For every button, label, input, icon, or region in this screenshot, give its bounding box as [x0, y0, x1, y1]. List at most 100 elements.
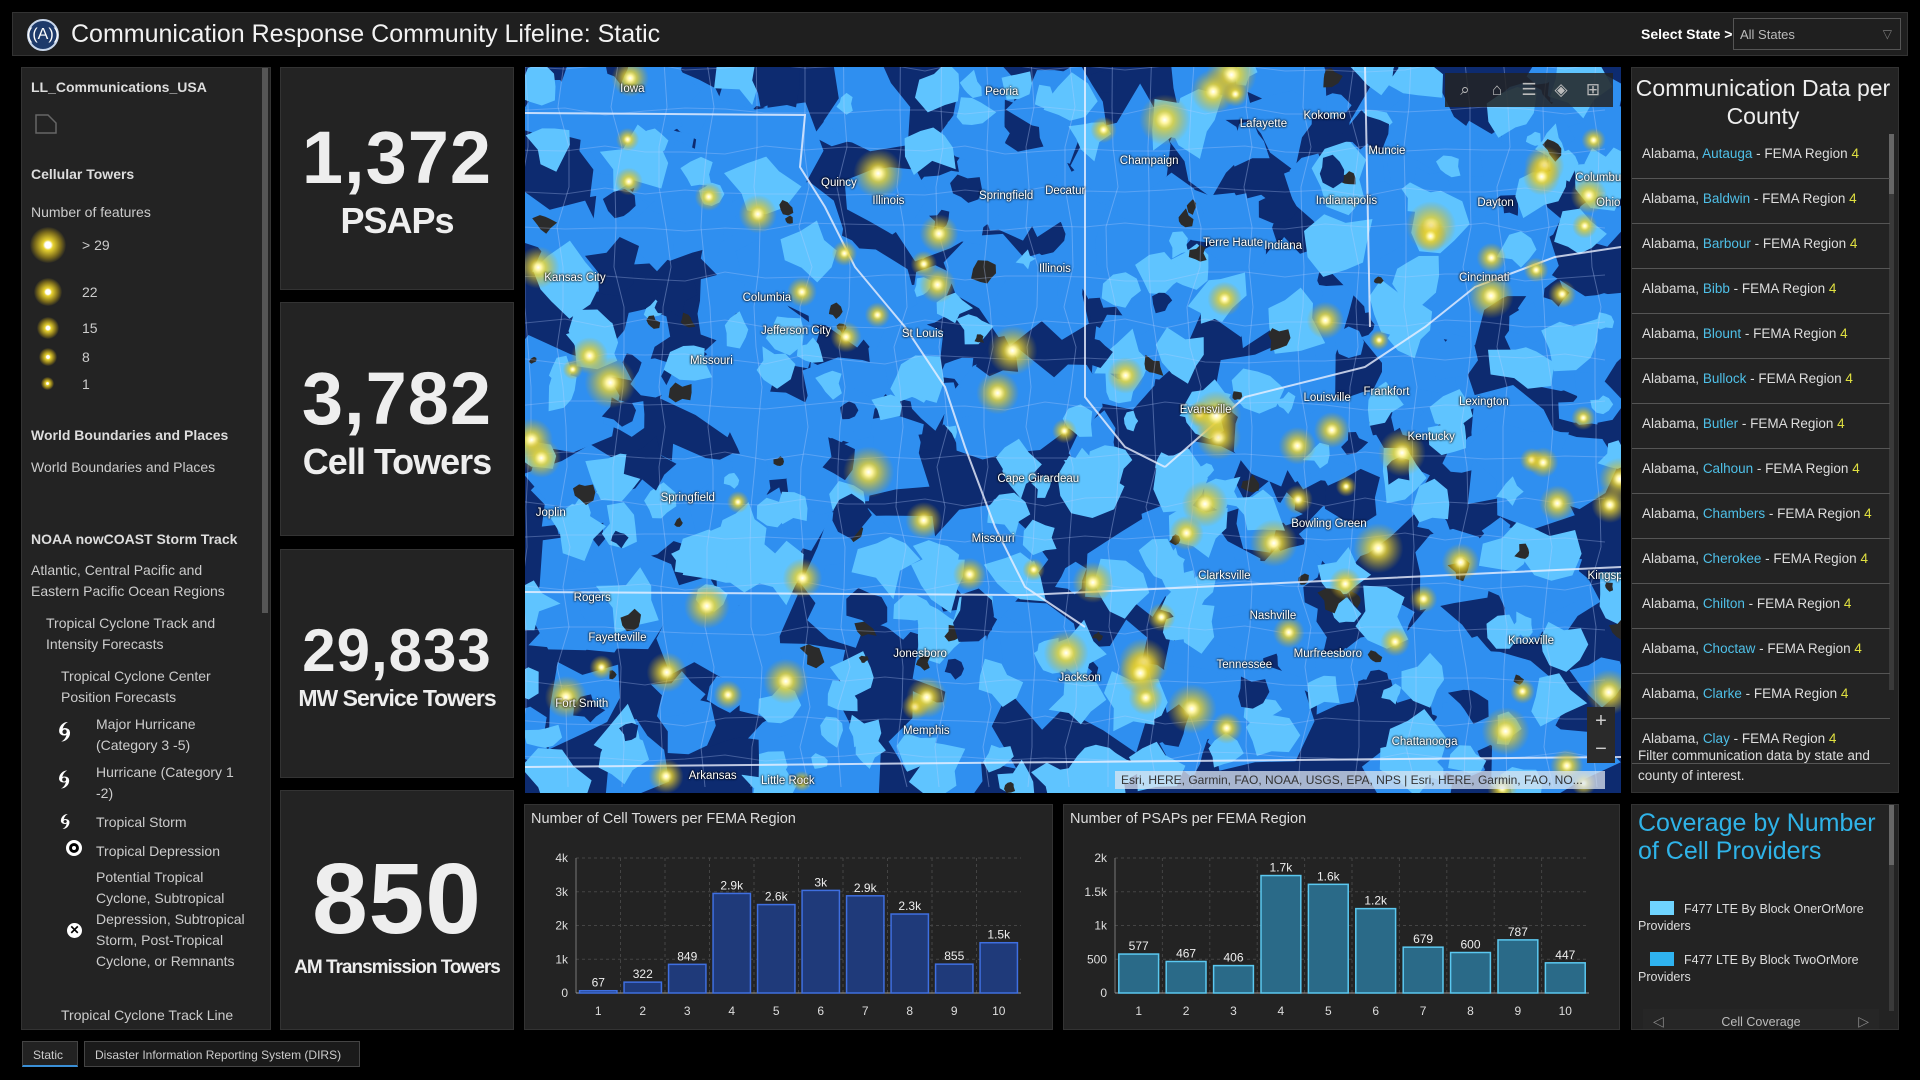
- tower-cluster[interactable]: [830, 321, 862, 353]
- tower-cluster[interactable]: [1510, 678, 1536, 704]
- tower-cluster[interactable]: [1181, 480, 1229, 528]
- tower-cluster[interactable]: [1329, 567, 1362, 601]
- map-view[interactable]: Iowa Peoria Lafayette Kokomo Muncie Champaign…: [525, 67, 1621, 793]
- tower-cluster[interactable]: [1107, 357, 1144, 394]
- tower-cluster[interactable]: [1313, 412, 1350, 449]
- county-list-item[interactable]: Alabama, Bullock - FEMA Region 4: [1632, 359, 1890, 404]
- tower-cluster[interactable]: [648, 758, 684, 793]
- tower-cluster[interactable]: [919, 214, 959, 254]
- tower-cluster[interactable]: [1378, 428, 1426, 477]
- county-list-item[interactable]: Alabama, Chilton - FEMA Region 4: [1632, 584, 1890, 629]
- tower-cluster[interactable]: [684, 583, 730, 629]
- tower-cluster[interactable]: [1207, 281, 1242, 317]
- tower-cluster[interactable]: [905, 501, 943, 539]
- tower-cluster[interactable]: [1441, 543, 1480, 582]
- bar[interactable]: [1449, 951, 1492, 994]
- county-list-item[interactable]: Alabama, Clarke - FEMA Region 4: [1632, 674, 1890, 719]
- tower-cluster[interactable]: [1409, 585, 1438, 613]
- tower-cluster[interactable]: [1147, 602, 1176, 632]
- coverage-scrollbar[interactable]: [1889, 805, 1894, 1011]
- tower-cluster[interactable]: [1571, 405, 1596, 430]
- county-list-scrollbar[interactable]: [1889, 134, 1894, 690]
- tower-cluster[interactable]: [1166, 684, 1217, 734]
- tower-cluster[interactable]: [1570, 177, 1608, 214]
- tower-cluster[interactable]: [1306, 301, 1345, 340]
- tower-cluster[interactable]: [1191, 390, 1242, 441]
- bar[interactable]: [979, 941, 1019, 994]
- tower-cluster[interactable]: [1335, 476, 1357, 497]
- tower-cluster[interactable]: [763, 658, 809, 704]
- tower-cluster[interactable]: [1283, 484, 1313, 515]
- tower-cluster[interactable]: [562, 359, 583, 380]
- bar[interactable]: [1260, 874, 1302, 994]
- tower-cluster[interactable]: [726, 490, 750, 514]
- tower-cluster[interactable]: [1139, 94, 1191, 146]
- tower-cluster[interactable]: [1043, 630, 1089, 676]
- chevron-right-icon[interactable]: ▷: [1858, 1013, 1869, 1029]
- chevron-left-icon[interactable]: ◁: [1653, 1013, 1664, 1029]
- county-list-item[interactable]: Alabama, Butler - FEMA Region 4: [1632, 404, 1890, 449]
- tower-cluster[interactable]: [1527, 447, 1559, 478]
- zoom-out-button[interactable]: −: [1595, 737, 1607, 760]
- tower-cluster[interactable]: [614, 167, 643, 196]
- bar[interactable]: [623, 981, 663, 994]
- tower-cluster[interactable]: [1222, 81, 1248, 107]
- tower-cluster[interactable]: [1272, 616, 1305, 649]
- tower-cluster[interactable]: [1022, 558, 1045, 581]
- bar[interactable]: [890, 913, 930, 994]
- tower-cluster[interactable]: [615, 127, 640, 152]
- county-list-item[interactable]: Alabama, Chambers - FEMA Region 4: [1632, 494, 1890, 539]
- bar[interactable]: [1307, 883, 1349, 994]
- tower-cluster[interactable]: [906, 676, 948, 719]
- map-canvas[interactable]: [525, 67, 1621, 793]
- home-icon[interactable]: ⌂: [1491, 80, 1503, 99]
- zoom-in-button[interactable]: +: [1595, 709, 1607, 732]
- tower-cluster[interactable]: [1468, 273, 1514, 319]
- bar[interactable]: [667, 963, 707, 994]
- county-list-item[interactable]: Alabama, Blount - FEMA Region 4: [1632, 314, 1890, 359]
- tower-cluster[interactable]: [694, 182, 723, 211]
- tower-cluster[interactable]: [1539, 485, 1576, 522]
- tower-cluster[interactable]: [1380, 627, 1410, 657]
- tab-static[interactable]: Static: [22, 1041, 78, 1067]
- tower-cluster[interactable]: [738, 194, 778, 234]
- tower-cluster[interactable]: [1278, 426, 1317, 465]
- tower-cluster[interactable]: [1353, 523, 1404, 574]
- county-list-item[interactable]: Alabama, Autauga - FEMA Region 4: [1632, 134, 1890, 179]
- tower-cluster[interactable]: [1090, 116, 1117, 143]
- tower-cluster[interactable]: [544, 675, 588, 719]
- tower-cluster[interactable]: [952, 557, 987, 592]
- tower-cluster[interactable]: [1591, 486, 1621, 524]
- layers-icon[interactable]: ◈: [1554, 80, 1568, 99]
- tower-cluster[interactable]: [1250, 519, 1298, 567]
- tower-cluster[interactable]: [1548, 280, 1577, 309]
- tower-cluster[interactable]: [1585, 669, 1621, 716]
- tower-cluster[interactable]: [1522, 157, 1561, 196]
- bar[interactable]: [1544, 962, 1586, 994]
- tower-cluster[interactable]: [1072, 561, 1114, 604]
- bar[interactable]: [1497, 939, 1539, 994]
- tower-cluster[interactable]: [919, 266, 956, 304]
- tower-cluster[interactable]: [1572, 213, 1598, 239]
- bar[interactable]: [756, 903, 796, 994]
- basemap-gallery-icon[interactable]: ⊞: [1585, 80, 1601, 99]
- tower-cluster[interactable]: [1414, 219, 1447, 253]
- county-list-item[interactable]: Alabama, Clay - FEMA Region 4: [1632, 719, 1890, 764]
- tower-cluster[interactable]: [525, 246, 560, 289]
- state-select[interactable]: All States ▽: [1733, 18, 1901, 50]
- tower-cluster[interactable]: [589, 655, 614, 680]
- tower-cluster[interactable]: [831, 240, 858, 267]
- tower-cluster[interactable]: [525, 438, 562, 478]
- bar[interactable]: [1212, 964, 1255, 994]
- tower-cluster[interactable]: [1118, 650, 1163, 696]
- tower-cluster[interactable]: [1191, 69, 1236, 114]
- tower-cluster[interactable]: [782, 558, 823, 598]
- search-icon[interactable]: ⌕: [1460, 80, 1470, 99]
- tower-cluster[interactable]: [1581, 127, 1606, 153]
- county-list-item[interactable]: Alabama, Baldwin - FEMA Region 4: [1632, 179, 1890, 224]
- tower-cluster[interactable]: [843, 446, 895, 498]
- bar[interactable]: [712, 892, 752, 994]
- tower-cluster[interactable]: [713, 680, 743, 710]
- county-list-item[interactable]: Alabama, Barbour - FEMA Region 4: [1632, 224, 1890, 269]
- tower-cluster[interactable]: [976, 371, 1020, 415]
